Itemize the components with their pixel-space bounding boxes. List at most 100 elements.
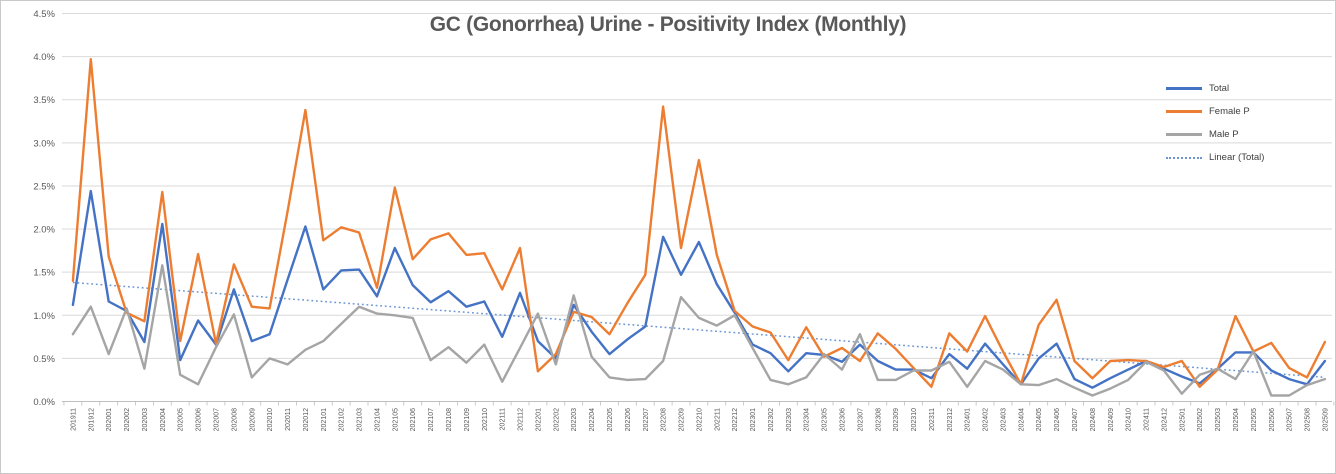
x-axis-label: 202508	[1305, 408, 1312, 431]
x-axis-label: 202411	[1144, 408, 1151, 431]
legend-swatch	[1166, 110, 1202, 113]
x-axis-label: 202505	[1251, 408, 1258, 431]
x-axis-label: 201912	[88, 408, 95, 431]
x-axis-label: 202310	[911, 408, 918, 431]
y-axis-label: 3.0%	[33, 138, 55, 149]
x-axis-label: 202309	[893, 408, 900, 431]
x-axis-label: 202403	[1000, 408, 1007, 431]
x-axis-label: 202106	[410, 408, 417, 431]
legend-item-male-p: Male P	[1166, 123, 1264, 146]
x-axis-label: 202401	[965, 408, 972, 431]
x-axis-label: 202404	[1018, 408, 1025, 431]
x-axis-label: 202001	[106, 408, 113, 431]
y-axis-label: 1.5%	[33, 268, 55, 279]
legend-label: Total	[1209, 83, 1230, 94]
x-axis-label: 201911	[70, 408, 77, 431]
x-axis-label: 202410	[1126, 408, 1133, 431]
series-line-male-p	[71, 264, 1327, 397]
x-axis-label: 202105	[392, 408, 399, 431]
trendline-linear-total	[72, 281, 1325, 379]
x-axis-label: 202308	[875, 408, 882, 431]
x-axis-label: 202210	[696, 408, 703, 431]
x-axis-label: 202503	[1215, 408, 1222, 431]
chart-title: GC (Gonorrhea) Urine - Positivity Index …	[429, 13, 907, 36]
x-axis-label: 202203	[571, 408, 578, 431]
x-axis-label: 202008	[231, 408, 238, 431]
legend-swatch	[1166, 156, 1202, 159]
y-axis-label: 0.5%	[33, 354, 55, 365]
x-axis-label: 202304	[804, 408, 811, 431]
x-axis-label: 202307	[857, 408, 864, 431]
x-axis-label: 202412	[1161, 408, 1168, 431]
x-axis-label: 202006	[196, 408, 203, 431]
x-axis-label: 202207	[643, 408, 650, 431]
x-axis-label: 202408	[1090, 408, 1097, 431]
legend-item-total: Total	[1166, 77, 1264, 100]
x-axis-label: 202005	[178, 408, 185, 431]
x-axis-label: 202507	[1287, 408, 1294, 431]
x-axis-label: 202205	[607, 408, 614, 431]
x-axis-label: 202502	[1197, 408, 1204, 431]
y-axis-label: 1.0%	[33, 311, 55, 322]
x-axis-label: 202301	[750, 408, 757, 431]
x-axis-label: 202306	[839, 408, 846, 431]
x-axis-label: 202104	[374, 408, 381, 431]
x-axis-label: 202211	[714, 408, 721, 431]
legend-item-female-p: Female P	[1166, 100, 1264, 123]
x-axis-label: 202007	[213, 408, 220, 431]
x-axis-label: 202302	[768, 408, 775, 431]
x-axis-label: 202201	[535, 408, 542, 431]
x-axis-label: 202504	[1233, 408, 1240, 431]
series-line-female-p	[71, 58, 1327, 388]
x-axis-label: 202208	[661, 408, 668, 431]
legend-swatch	[1166, 87, 1202, 90]
x-axis-label: 202101	[321, 408, 328, 431]
x-axis-label: 202112	[518, 408, 525, 431]
x-axis-label: 202405	[1036, 408, 1043, 431]
x-axis-label: 202305	[822, 408, 829, 431]
x-axis-label: 202303	[786, 408, 793, 431]
x-axis-label: 202206	[625, 408, 632, 431]
y-axis-label: 0.0%	[33, 397, 55, 408]
x-axis-label: 202002	[124, 408, 131, 431]
x-axis-label: 202108	[446, 408, 453, 431]
y-axis-label: 4.5%	[33, 9, 55, 20]
series-line-total	[71, 189, 1327, 389]
x-axis-label: 202009	[249, 408, 256, 431]
x-axis-label: 202409	[1108, 408, 1115, 431]
x-axis-label: 202212	[732, 408, 739, 431]
x-axis-label: 202311	[929, 408, 936, 431]
x-axis-label: 202406	[1054, 408, 1061, 431]
legend-label: Male P	[1209, 129, 1239, 140]
x-axis-label: 202407	[1072, 408, 1079, 431]
x-axis-label: 202506	[1269, 408, 1276, 431]
legend-label: Linear (Total)	[1209, 152, 1265, 163]
legend-swatch	[1166, 133, 1202, 136]
x-axis-label: 202509	[1322, 408, 1329, 431]
x-axis-label: 202501	[1179, 408, 1186, 431]
x-axis-label: 202107	[428, 408, 435, 431]
legend-item-linear-total-: Linear (Total)	[1166, 146, 1264, 169]
x-axis-label: 202010	[267, 408, 274, 431]
x-axis-label: 202202	[553, 408, 560, 431]
legend-label: Female P	[1209, 106, 1250, 117]
y-axis-label: 2.0%	[33, 225, 55, 236]
x-axis-label: 202003	[142, 408, 149, 431]
y-axis-label: 2.5%	[33, 181, 55, 192]
x-axis-label: 202103	[357, 408, 364, 431]
x-axis-label: 202111	[500, 408, 507, 430]
x-axis-label: 202402	[983, 408, 990, 431]
y-axis-label: 4.0%	[33, 52, 55, 63]
x-axis-label: 202102	[339, 408, 346, 431]
y-axis-label: 3.5%	[33, 95, 55, 106]
x-axis-label: 202109	[464, 408, 471, 431]
legend: Total Female P Male P Linear (Total)	[1166, 77, 1264, 169]
x-axis-label: 202204	[589, 408, 596, 431]
x-axis-label: 202209	[679, 408, 686, 431]
x-axis-label: 202011	[285, 408, 292, 431]
x-axis-label: 202012	[303, 408, 310, 431]
x-axis-label: 202110	[482, 408, 489, 431]
x-axis-label: 202004	[160, 408, 167, 431]
